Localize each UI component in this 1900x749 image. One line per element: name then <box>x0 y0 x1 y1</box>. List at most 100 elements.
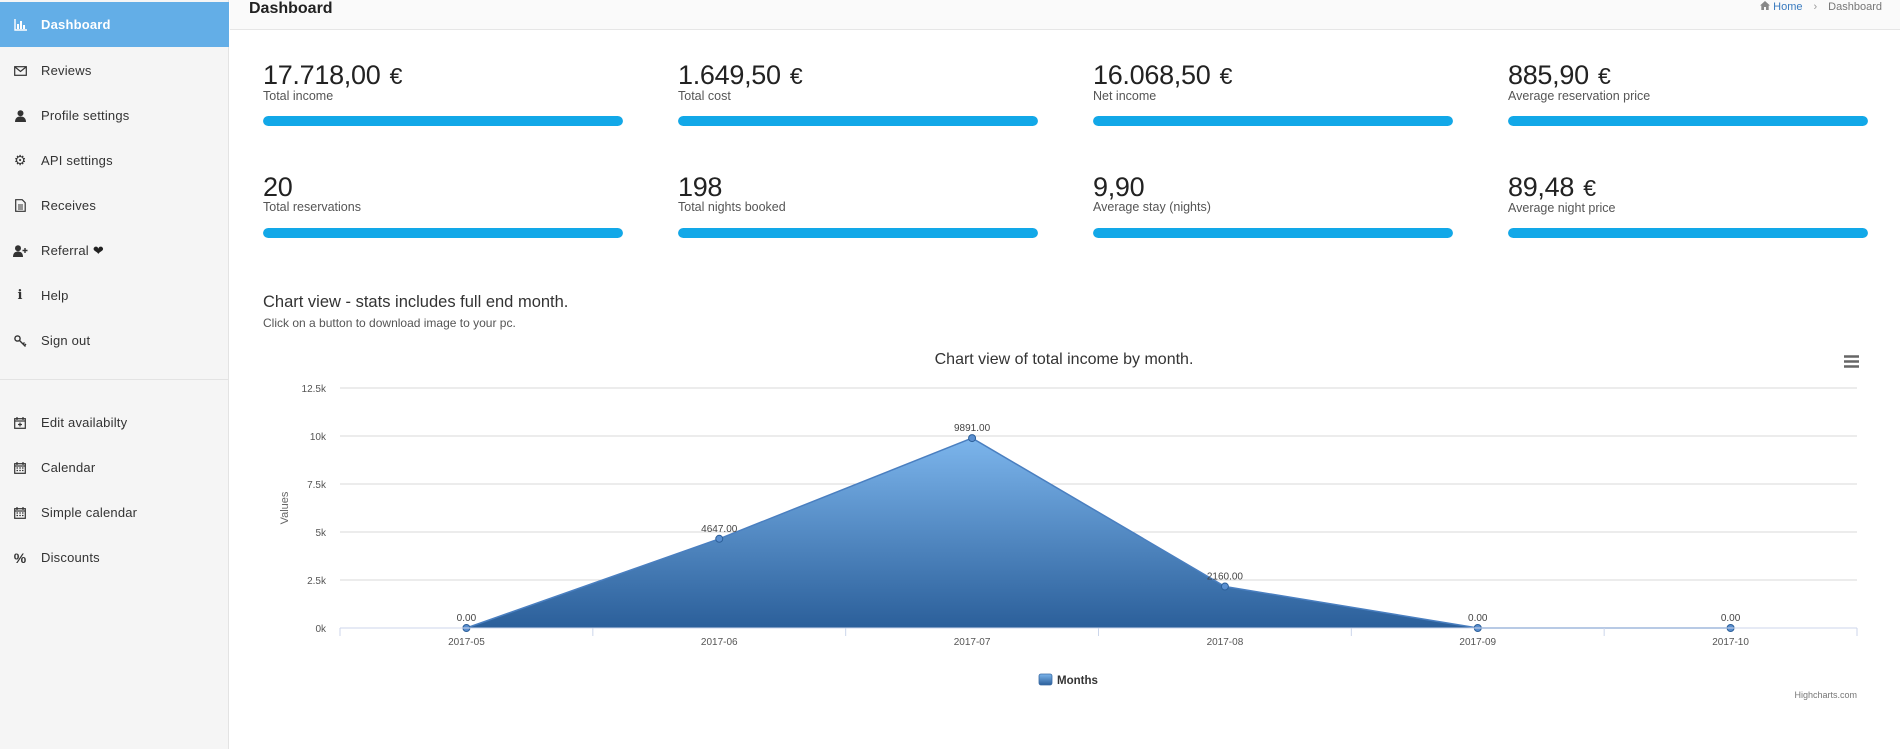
data-label: 4647.00 <box>701 524 738 535</box>
sidebar-item-label: Profile settings <box>41 108 130 123</box>
heart-icon: ❤ <box>92 242 104 258</box>
page-title: Dashboard <box>249 0 333 17</box>
x-axis: 2017-05 2017-06 2017-07 2017-08 2017-09 2017-… <box>339 627 1858 648</box>
data-point[interactable] <box>1220 582 1229 591</box>
legend-label[interactable]: Months <box>1057 675 1098 687</box>
stat-net-income: 16.068,50 € Net income <box>1093 60 1453 126</box>
sidebar-item-sign-out[interactable]: Sign out <box>0 318 229 363</box>
progress-bar <box>678 116 1038 126</box>
stat-label: Total income <box>263 89 334 103</box>
y-tick-label: 5k <box>315 528 327 539</box>
data-label: 2160.00 <box>1207 572 1244 583</box>
chart-section-header: Chart view - stats includes full end mon… <box>263 293 568 330</box>
stat-label: Total reservations <box>263 200 361 214</box>
progress-bar <box>1093 228 1453 238</box>
income-chart: Chart view of total income by month. 0k 2… <box>279 351 1864 700</box>
gear-icon: ⚙ <box>13 152 27 168</box>
stat-value: 1.649,50 € <box>678 60 803 90</box>
y-tick-label: 2.5k <box>307 576 327 587</box>
home-icon[interactable] <box>1760 1 1771 13</box>
stat-value: 198 <box>678 172 723 202</box>
percent-icon: % <box>13 549 27 566</box>
sidebar-item-receives[interactable]: Receives <box>0 183 229 228</box>
chart-credits[interactable]: Highcharts.com <box>1794 690 1857 700</box>
y-axis-ticks: 0k 2.5k 5k 7.5k 10k 12.5k <box>302 384 327 635</box>
sidebar-item-api-settings[interactable]: ⚙ API settings <box>0 138 229 183</box>
sidebar-item-label: Help <box>41 288 69 303</box>
breadcrumb-separator-icon: › <box>1813 1 1818 13</box>
sidebar-item-label: API settings <box>41 153 113 168</box>
bar-chart-icon <box>12 17 28 33</box>
sidebar-item-profile-settings[interactable]: Profile settings <box>0 93 229 138</box>
breadcrumb-current: Dashboard <box>1828 1 1882 13</box>
sidebar-divider <box>0 379 229 380</box>
sidebar-item-label: Sign out <box>41 333 91 348</box>
sidebar-item-help[interactable]: i Help <box>0 273 229 318</box>
stat-total-income: 17.718,00 € Total income <box>263 61 623 126</box>
sidebar-item-reviews[interactable]: Reviews <box>0 48 229 93</box>
sidebar-item-label: Simple calendar <box>41 505 138 520</box>
x-tick-label: 2017-07 <box>954 637 991 648</box>
breadcrumb-home-link[interactable]: Home <box>1773 1 1803 13</box>
x-tick-label: 2017-10 <box>1712 637 1749 648</box>
sidebar-item-referral[interactable]: Referral ❤ <box>0 228 229 273</box>
y-tick-label: 10k <box>310 432 327 443</box>
user-plus-icon <box>12 243 28 259</box>
chart-area-series: 0.00 4647.00 9891.00 2160.00 0.00 0.00 <box>457 423 1741 632</box>
stat-label: Average night price <box>1508 201 1616 215</box>
hamburger-menu-icon[interactable] <box>1840 354 1864 374</box>
sidebar-item-discounts[interactable]: % Discounts <box>0 535 229 580</box>
progress-bar <box>263 116 623 126</box>
stat-value: 16.068,50 € <box>1093 60 1233 90</box>
chart-legend[interactable]: Months <box>1038 673 1098 687</box>
y-tick-label: 12.5k <box>302 384 327 395</box>
chart-container: Chart view of total income by month. 0k 2… <box>230 340 1900 710</box>
progress-bar <box>1508 228 1868 238</box>
sidebar-item-dashboard[interactable]: Dashboard <box>0 2 229 47</box>
envelope-icon <box>12 63 28 79</box>
sidebar-item-label: Edit availabilty <box>41 415 128 430</box>
data-label: 0.00 <box>1468 613 1488 624</box>
sidebar-item-edit-availability[interactable]: Edit availabilty <box>0 400 229 445</box>
sidebar: Dashboard Reviews Profile settings ⚙ API… <box>0 0 229 749</box>
chart-section-subheading: Click on a button to download image to y… <box>263 316 516 330</box>
stat-total-cost: 1.649,50 € Total cost <box>678 60 1038 126</box>
calendar-icon <box>12 460 28 476</box>
sidebar-item-label: Reviews <box>41 63 92 78</box>
sidebar-item-label: Dashboard <box>41 17 111 32</box>
stat-average-night-price: 89,48 € Average night price <box>1508 173 1868 238</box>
calendar-plus-icon <box>12 415 28 431</box>
calendar-icon <box>12 505 28 521</box>
sidebar-item-label: Receives <box>41 198 97 213</box>
top-bar: Dashboard Home › Dashboard <box>230 0 1900 30</box>
stat-average-stay: 9,90 Average stay (nights) <box>1093 172 1453 238</box>
y-axis-label: Values <box>279 491 291 524</box>
stat-label: Total cost <box>678 89 731 103</box>
stat-label: Total nights booked <box>678 200 786 214</box>
chart-section-heading: Chart view - stats includes full end mon… <box>263 293 569 311</box>
x-tick-label: 2017-06 <box>701 637 738 648</box>
progress-bar <box>1508 116 1868 126</box>
sidebar-item-label: Calendar <box>41 460 96 475</box>
stat-label: Average stay (nights) <box>1093 200 1211 214</box>
data-point[interactable] <box>715 534 724 543</box>
user-icon <box>12 108 28 124</box>
data-label: 0.00 <box>1721 613 1741 624</box>
stat-value: 9,90 <box>1093 172 1145 202</box>
key-icon <box>12 333 28 349</box>
stat-total-nights-booked: 198 Total nights booked <box>678 172 1038 238</box>
x-tick-label: 2017-05 <box>448 637 485 648</box>
stat-value: 20 <box>263 172 293 202</box>
breadcrumb: Home › Dashboard <box>1760 1 1882 13</box>
area-fill <box>466 438 1731 628</box>
sidebar-item-label: Discounts <box>41 550 100 565</box>
sidebar-item-calendar[interactable]: Calendar <box>0 445 229 490</box>
sidebar-item-simple-calendar[interactable]: Simple calendar <box>0 490 229 535</box>
data-point[interactable] <box>968 434 977 443</box>
sidebar-item-label: Referral <box>41 243 89 258</box>
stat-value: 885,90 € <box>1508 60 1611 90</box>
stat-label: Average reservation price <box>1508 89 1651 103</box>
x-tick-label: 2017-09 <box>1459 637 1496 648</box>
stat-total-reservations: 20 Total reservations <box>263 172 623 238</box>
y-tick-label: 0k <box>315 624 327 635</box>
